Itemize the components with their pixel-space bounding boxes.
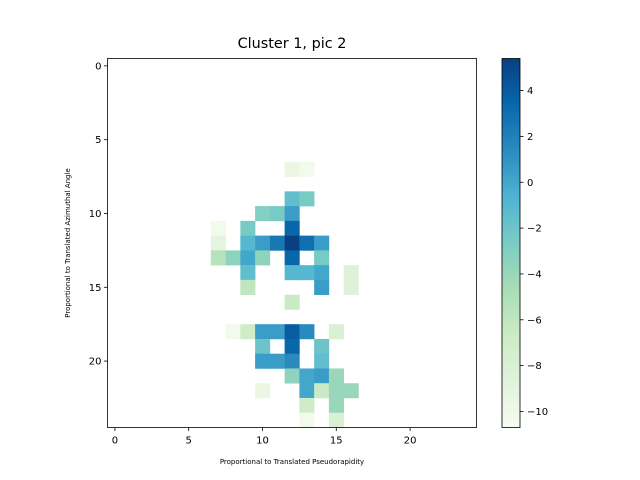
heatmap-cell xyxy=(299,235,315,251)
heatmap-cell xyxy=(314,338,330,354)
heatmap-cell xyxy=(240,235,256,251)
heatmap-cell xyxy=(314,279,330,295)
heatmap-cell xyxy=(299,191,315,207)
y-axis-label: Proportional to Translated Azimuthal Ang… xyxy=(64,168,72,318)
heatmap-cell xyxy=(240,250,256,266)
heatmap-cell xyxy=(299,412,315,428)
heatmap-cell xyxy=(299,324,315,340)
heatmap-cell xyxy=(284,324,300,340)
heatmap-cell xyxy=(314,235,330,251)
heatmap-cell xyxy=(328,397,344,414)
heatmap-cell xyxy=(240,220,256,236)
x-tick-label: 10 xyxy=(256,436,269,447)
y-tick-label: 20 xyxy=(89,357,102,368)
heatmap-cell xyxy=(314,265,330,281)
heatmap-cell xyxy=(210,235,226,251)
colorbar-tick-label: −8 xyxy=(527,361,542,372)
colorbar-tick-label: −2 xyxy=(527,224,542,235)
heatmap-cell xyxy=(328,368,344,384)
heatmap-cell xyxy=(343,265,359,281)
heatmap-cell xyxy=(328,412,344,428)
heatmap-cell xyxy=(269,324,285,340)
colorbar-tick-label: −4 xyxy=(527,269,542,280)
heatmap-cell xyxy=(269,353,285,369)
heatmap-cell xyxy=(225,324,241,340)
heatmap-cell xyxy=(255,338,271,354)
colorbar-tick-label: 4 xyxy=(527,86,533,97)
heatmap-cell xyxy=(284,294,300,310)
heatmap-cell xyxy=(343,383,359,399)
y-tick-label: 15 xyxy=(89,283,102,294)
heatmap-cell xyxy=(284,368,300,384)
heatmap-cell xyxy=(299,368,315,384)
heatmap-cell xyxy=(314,383,330,399)
x-tick-label: 5 xyxy=(185,436,191,447)
heatmap-cell xyxy=(255,235,271,251)
heatmap-cell xyxy=(255,324,271,340)
heatmap-cell xyxy=(314,353,330,369)
y-tick-label: 0 xyxy=(95,61,101,72)
heatmap-cell xyxy=(255,250,271,266)
heatmap-cell xyxy=(255,206,271,222)
heatmap-cell xyxy=(284,220,300,236)
x-tick-label: 15 xyxy=(330,436,343,447)
heatmap-cell xyxy=(269,235,285,251)
heatmap-cell xyxy=(328,383,344,399)
colorbar-tick-label: −6 xyxy=(527,315,542,326)
heatmap-cell xyxy=(284,206,300,222)
colorbar-frame xyxy=(501,58,521,428)
colorbar-ticks: 4 2 0 −2 −4 −6 −8 −10 xyxy=(520,86,548,418)
x-tick-label: 0 xyxy=(112,436,118,447)
y-tick-label: 10 xyxy=(89,209,102,220)
heatmap-cell xyxy=(284,250,300,266)
x-tick-label: 20 xyxy=(404,436,417,447)
y-axis: 0 5 10 15 20 xyxy=(89,61,108,368)
heatmap-cell xyxy=(299,383,315,399)
heatmap-cell xyxy=(210,250,226,266)
heatmap-cell xyxy=(255,353,271,369)
colorbar-tick-label: 0 xyxy=(527,178,533,189)
heatmap-cell xyxy=(284,338,300,354)
heatmap-cell xyxy=(240,324,256,340)
heatmap-cell xyxy=(314,368,330,384)
heatmap-cell xyxy=(284,161,300,177)
chart-title: Cluster 1, pic 2 xyxy=(238,36,347,52)
heatmap-cell xyxy=(284,235,300,251)
heatmap-cell xyxy=(210,220,226,236)
heatmap-cell xyxy=(328,324,344,340)
x-axis: 0 5 10 15 20 xyxy=(112,427,417,447)
heatmap-cell xyxy=(240,265,256,281)
heatmap-cell xyxy=(284,353,300,369)
heatmap-cells xyxy=(210,161,359,428)
heatmap-cell xyxy=(299,397,315,414)
heatmap-cell xyxy=(240,279,256,295)
y-tick-label: 5 xyxy=(95,135,101,146)
plot-frame xyxy=(107,58,477,428)
heatmap-cell xyxy=(284,265,300,281)
heatmap-cell xyxy=(255,383,271,399)
heatmap-cell xyxy=(314,250,330,266)
heatmap-cell xyxy=(225,250,241,266)
colorbar-tick-label: −10 xyxy=(527,407,548,418)
heatmap-cell xyxy=(299,161,315,177)
x-axis-label: Proportional to Translated Pseudorapidit… xyxy=(220,458,364,466)
colorbar-tick-label: 2 xyxy=(527,132,533,143)
heatmap-cell xyxy=(299,265,315,281)
heatmap-cell xyxy=(343,279,359,295)
heatmap-cell xyxy=(284,191,300,207)
heatmap-cell xyxy=(269,206,285,222)
colorbar xyxy=(502,58,520,428)
